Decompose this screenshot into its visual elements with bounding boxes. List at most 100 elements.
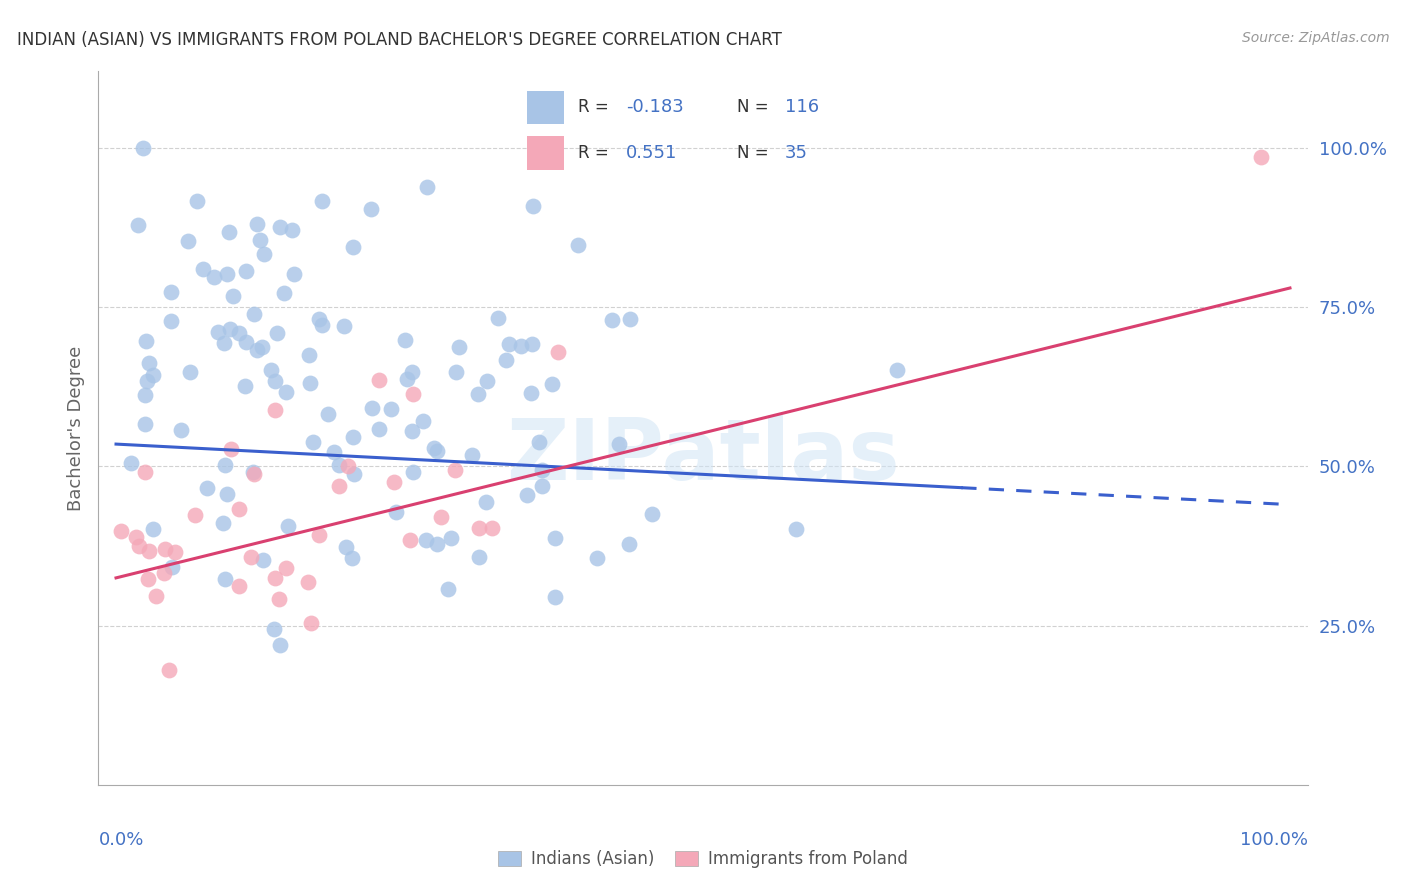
Point	[138, 543, 160, 558]
Point	[522, 337, 544, 351]
Point	[468, 550, 491, 565]
Point	[437, 582, 460, 596]
Text: 0.0%: 0.0%	[98, 831, 143, 849]
Point	[222, 289, 245, 303]
Point	[361, 401, 384, 416]
Point	[283, 267, 305, 281]
Point	[212, 335, 235, 350]
Point	[228, 326, 250, 340]
Point	[311, 194, 333, 209]
Point	[337, 459, 360, 474]
Point	[273, 285, 295, 300]
Point	[394, 333, 416, 347]
Point	[426, 537, 449, 551]
Point	[211, 516, 233, 530]
Point	[423, 442, 446, 456]
Point	[269, 591, 291, 606]
Point	[402, 465, 425, 479]
Point	[527, 435, 550, 450]
Point	[412, 414, 434, 428]
Point	[242, 307, 264, 321]
Point	[215, 487, 238, 501]
Point	[134, 417, 156, 431]
Text: Source: ZipAtlas.com: Source: ZipAtlas.com	[1241, 31, 1389, 45]
Point	[277, 518, 299, 533]
Point	[544, 590, 567, 604]
Point	[160, 313, 183, 327]
Point	[416, 179, 439, 194]
Point	[640, 508, 662, 522]
Point	[335, 541, 357, 555]
Point	[342, 430, 364, 444]
Point	[184, 508, 207, 522]
Point	[299, 616, 322, 631]
Point	[567, 237, 589, 252]
Point	[219, 442, 242, 457]
Point	[142, 368, 165, 382]
Point	[401, 365, 423, 379]
Point	[474, 495, 496, 509]
Point	[522, 199, 544, 213]
Point	[298, 376, 321, 390]
Point	[342, 240, 364, 254]
Point	[415, 533, 437, 548]
Point	[134, 388, 156, 402]
Point	[127, 218, 149, 232]
Point	[145, 589, 167, 603]
Point	[135, 334, 157, 348]
Point	[395, 372, 418, 386]
Point	[153, 566, 176, 581]
Point	[531, 479, 554, 493]
Point	[385, 505, 408, 519]
Point	[219, 322, 242, 336]
Point	[547, 344, 569, 359]
Point	[134, 465, 156, 479]
Point	[340, 551, 363, 566]
Point	[136, 374, 159, 388]
Point	[176, 234, 198, 248]
Point	[886, 362, 908, 376]
Point	[246, 343, 269, 358]
Point	[380, 402, 402, 417]
Point	[253, 247, 276, 261]
Text: INDIAN (ASIAN) VS IMMIGRANTS FROM POLAND BACHELOR'S DEGREE CORRELATION CHART: INDIAN (ASIAN) VS IMMIGRANTS FROM POLAND…	[17, 31, 782, 49]
Point	[195, 481, 218, 495]
Point	[160, 285, 183, 299]
Point	[328, 479, 350, 493]
Point	[228, 501, 250, 516]
Point	[495, 353, 517, 368]
Point	[785, 522, 807, 536]
Point	[402, 386, 425, 401]
Point	[328, 458, 350, 472]
Point	[460, 449, 482, 463]
Point	[162, 559, 184, 574]
Point	[163, 545, 186, 559]
Point	[297, 575, 319, 590]
Point	[367, 373, 389, 387]
Point	[467, 386, 489, 401]
Point	[242, 465, 264, 479]
Point	[276, 561, 298, 575]
Point	[179, 365, 201, 379]
Point	[477, 374, 499, 388]
Point	[281, 223, 304, 237]
Point	[136, 572, 159, 586]
Point	[125, 530, 148, 544]
Point	[269, 638, 291, 652]
Point	[585, 550, 607, 565]
Point	[619, 311, 641, 326]
Point	[316, 407, 339, 421]
Legend: Indians (Asian), Immigrants from Poland: Indians (Asian), Immigrants from Poland	[491, 843, 915, 874]
Point	[481, 521, 503, 535]
Point	[243, 467, 266, 482]
Point	[444, 366, 467, 380]
Point	[426, 444, 449, 458]
Point	[186, 194, 208, 209]
Point	[510, 339, 533, 353]
Point	[360, 202, 382, 216]
Point	[367, 422, 389, 436]
Point	[235, 334, 257, 349]
Point	[218, 225, 240, 239]
Point	[544, 531, 567, 545]
Y-axis label: Bachelor's Degree: Bachelor's Degree	[66, 345, 84, 511]
